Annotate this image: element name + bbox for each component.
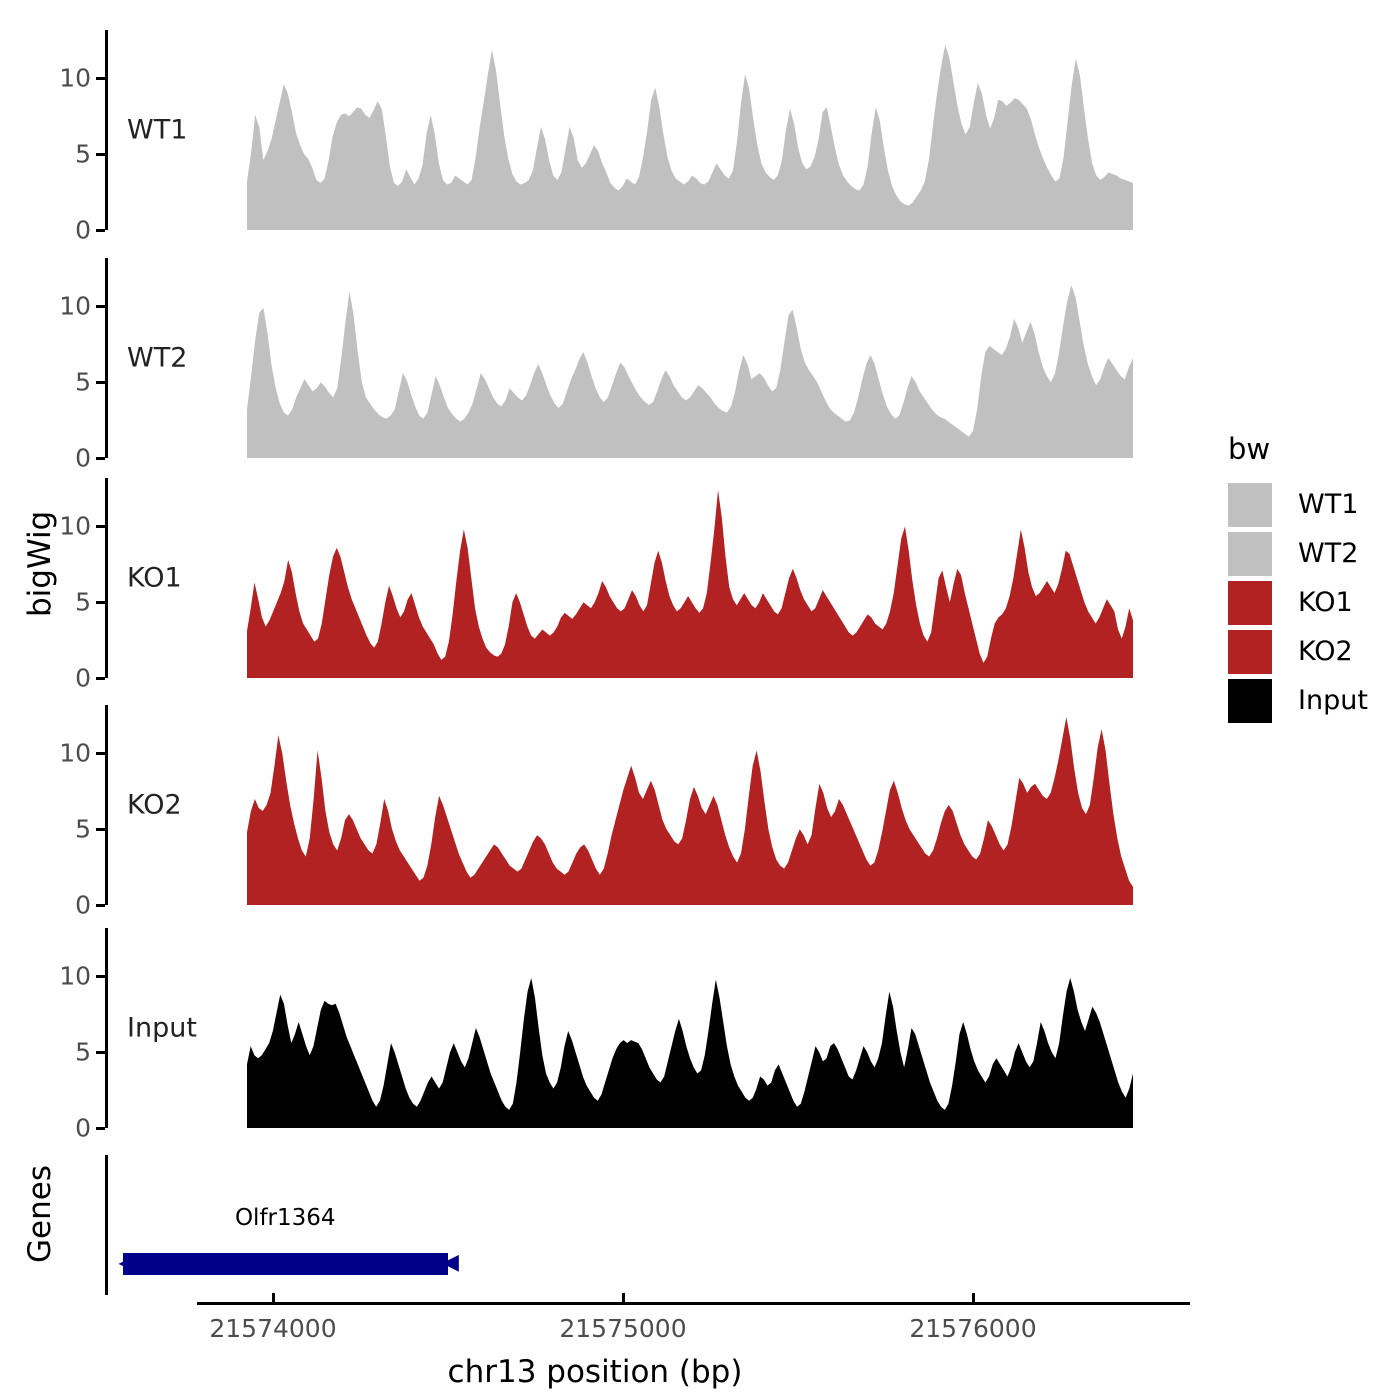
y-tick-mark bbox=[96, 228, 105, 232]
legend-item-label: Input bbox=[1298, 685, 1368, 716]
legend-color-swatch bbox=[1228, 678, 1272, 723]
legend: bw WT1 WT2 KO1 KO2 Input bbox=[1228, 432, 1368, 725]
y-tick-label: 10 bbox=[59, 738, 91, 768]
legend-item-ko2[interactable]: KO2 bbox=[1228, 627, 1368, 676]
legend-items: WT1 WT2 KO1 KO2 Input bbox=[1228, 480, 1368, 725]
track-panel-input: 0 5 10 Input bbox=[59, 928, 1190, 1143]
y-tick-mark bbox=[96, 751, 105, 755]
legend-color-swatch bbox=[1228, 531, 1272, 576]
y-tick-mark bbox=[96, 974, 105, 978]
panel-axis-line bbox=[105, 30, 108, 230]
legend-item-ko1[interactable]: KO1 bbox=[1228, 578, 1368, 627]
x-tick-label: 21576000 bbox=[909, 1314, 1037, 1343]
legend-item-label: KO2 bbox=[1298, 636, 1353, 667]
legend-title: bw bbox=[1228, 432, 1271, 466]
y-tick-mark bbox=[96, 380, 105, 384]
y-tick-label: 0 bbox=[75, 890, 91, 920]
gene-feature-label: Olfr1364 bbox=[234, 1205, 336, 1231]
legend-color-swatch bbox=[1228, 482, 1272, 527]
track-area-wt2 bbox=[247, 285, 1133, 458]
track-panel-ko2: 0 5 10 KO2 bbox=[59, 705, 1190, 920]
panel-axis-line bbox=[105, 478, 108, 678]
x-tick-mark bbox=[271, 1293, 275, 1302]
y-tick-mark bbox=[96, 76, 105, 80]
legend-item-wt2[interactable]: WT2 bbox=[1228, 529, 1368, 578]
y-tick-mark bbox=[96, 152, 105, 156]
legend-color-swatch bbox=[1228, 629, 1272, 674]
x-tick-mark bbox=[971, 1293, 975, 1302]
panel-axis-line bbox=[105, 258, 108, 458]
y-tick-label: 10 bbox=[59, 511, 91, 541]
panel-axis-line bbox=[105, 928, 108, 1128]
panel-label-input: Input bbox=[127, 1012, 197, 1044]
genes-axis-title: Genes bbox=[22, 1165, 58, 1263]
y-tick-mark bbox=[96, 676, 105, 680]
x-tick-label: 21575000 bbox=[559, 1314, 687, 1343]
y-axis-title: bigWig bbox=[22, 510, 58, 617]
legend-item-label: WT2 bbox=[1298, 538, 1359, 569]
gene-panel-axis-line bbox=[105, 1155, 108, 1295]
y-tick-label: 10 bbox=[59, 63, 91, 93]
gene-strand-arrow-right-icon: ◀ bbox=[442, 1250, 459, 1275]
y-tick-mark bbox=[96, 456, 105, 460]
x-axis-line bbox=[197, 1302, 1190, 1305]
panel-label-ko2: KO2 bbox=[127, 789, 182, 821]
track-panel-wt2: 0 5 10 WT2 bbox=[59, 258, 1190, 473]
track-area-ko2 bbox=[247, 717, 1133, 905]
legend-item-label: WT1 bbox=[1298, 489, 1359, 520]
y-tick-label: 5 bbox=[75, 814, 91, 844]
y-tick-mark bbox=[96, 1126, 105, 1130]
y-tick-mark bbox=[96, 524, 105, 528]
gene-strand-arrow-left-icon: ◀ bbox=[118, 1253, 131, 1272]
panel-label-ko1: KO1 bbox=[127, 562, 182, 594]
legend-item-input[interactable]: Input bbox=[1228, 676, 1368, 725]
y-tick-label: 10 bbox=[59, 961, 91, 991]
legend-color-swatch bbox=[1228, 580, 1272, 625]
y-tick-mark bbox=[96, 304, 105, 308]
gene-feature-bar[interactable] bbox=[122, 1253, 448, 1275]
x-axis-title: chr13 position (bp) bbox=[447, 1354, 743, 1390]
y-tick-mark bbox=[96, 1050, 105, 1054]
track-area-input bbox=[247, 978, 1133, 1128]
y-tick-label: 5 bbox=[75, 139, 91, 169]
y-tick-label: 0 bbox=[75, 215, 91, 245]
x-tick-mark bbox=[621, 1293, 625, 1302]
y-tick-mark bbox=[96, 827, 105, 831]
y-tick-label: 5 bbox=[75, 367, 91, 397]
panel-axis-line bbox=[105, 705, 108, 905]
panel-label-wt2: WT2 bbox=[127, 342, 188, 374]
y-tick-label: 0 bbox=[75, 1113, 91, 1143]
track-panel-wt1: 0 5 10 WT1 bbox=[59, 30, 1190, 245]
track-area-wt1 bbox=[247, 45, 1133, 230]
y-tick-label: 0 bbox=[75, 443, 91, 473]
y-tick-label: 10 bbox=[59, 291, 91, 321]
track-area-ko1 bbox=[247, 490, 1133, 678]
y-tick-mark bbox=[96, 600, 105, 604]
x-tick-label: 21574000 bbox=[209, 1314, 337, 1343]
y-tick-label: 0 bbox=[75, 663, 91, 693]
legend-item-label: KO1 bbox=[1298, 587, 1353, 618]
panel-label-wt1: WT1 bbox=[127, 114, 188, 146]
y-tick-label: 5 bbox=[75, 1037, 91, 1067]
track-panel-ko1: 0 5 10 KO1 bbox=[59, 478, 1190, 693]
y-tick-label: 5 bbox=[75, 587, 91, 617]
y-tick-mark bbox=[96, 903, 105, 907]
legend-item-wt1[interactable]: WT1 bbox=[1228, 480, 1368, 529]
